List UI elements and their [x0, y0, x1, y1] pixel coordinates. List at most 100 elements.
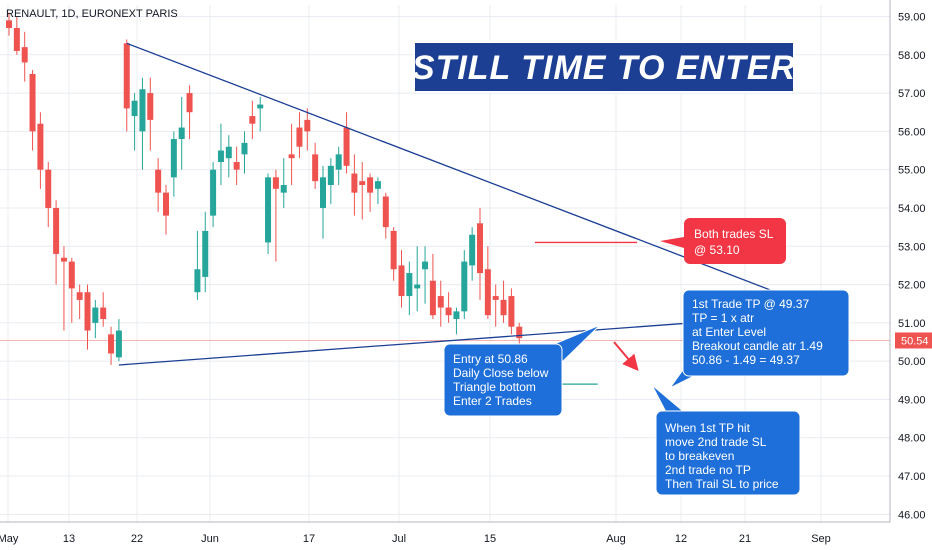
candle-body: [194, 269, 201, 293]
sl-callout: Both trades SL @ 53.10: [660, 218, 786, 264]
x-tick-label: 12: [675, 533, 687, 545]
candle-body: [29, 73, 36, 132]
candle-body: [288, 154, 295, 159]
entry-callout: Entry at 50.86 Daily Close below Triangl…: [443, 324, 601, 417]
x-tick-label: 17: [303, 533, 315, 545]
y-tick-label: 48.00: [898, 433, 926, 445]
sl-callout-pointer: [660, 237, 684, 248]
candle-body: [382, 196, 389, 228]
candle-body: [406, 273, 413, 297]
candle-body: [115, 330, 122, 358]
candle-body: [257, 104, 264, 109]
candle-body: [233, 162, 240, 170]
candle-body: [453, 311, 460, 320]
banner: STILL TIME TO ENTER: [412, 41, 796, 93]
breakeven-callout-line-4: 2nd trade no TP: [665, 463, 751, 477]
candle-body: [37, 123, 44, 170]
x-tick-label: Aug: [606, 533, 626, 545]
y-tick-label: 56.00: [898, 126, 926, 138]
tp-callout: 1st Trade TP @ 49.37 TP = 1 x atr at Ent…: [669, 289, 850, 389]
candle-body: [320, 177, 326, 208]
sl-callout-box: [684, 218, 786, 264]
sl-callout-line-1: Both trades SL: [694, 227, 774, 241]
down-arrow: [613, 341, 639, 372]
tp-callout-line-1: 1st Trade TP @ 49.37: [692, 297, 809, 311]
candle-body: [45, 169, 52, 208]
candle-body: [500, 299, 507, 316]
candle-body: [6, 20, 12, 28]
entry-callout-box: [443, 343, 563, 417]
candle-body: [469, 234, 476, 266]
candle-body: [170, 139, 177, 178]
y-tick-label: 59.00: [898, 11, 926, 23]
tp-callout-line-3: at Enter Level: [692, 325, 766, 339]
y-tick-label: 50.00: [898, 356, 926, 368]
y-tick-label: 52.00: [898, 280, 926, 292]
candle-body: [108, 334, 115, 354]
candle-body: [422, 261, 429, 270]
x-tick-label: 21: [739, 533, 751, 545]
triangle-bottom-line: [118, 316, 771, 366]
chart-title: RENAULT, 1D, EURONEXT PARIS: [6, 8, 178, 20]
candle-body: [92, 307, 99, 323]
banner-text: STILL TIME TO ENTER: [412, 49, 796, 87]
banner-bg: [413, 41, 795, 93]
candle-body: [225, 146, 232, 159]
candle-body: [280, 184, 287, 193]
x-tick-label: 15: [484, 533, 496, 545]
candles: [6, 12, 523, 365]
candle-body: [241, 142, 248, 155]
candle-body: [123, 43, 130, 109]
x-tick-label: 22: [131, 533, 143, 545]
x-tick-label: Sep: [811, 533, 831, 545]
candle-body: [477, 223, 483, 274]
candle-body: [492, 296, 499, 300]
candle-body: [429, 280, 436, 316]
last-price-bg: [895, 332, 932, 349]
y-tick-label: 57.00: [898, 88, 926, 100]
candle-body: [139, 89, 146, 132]
entry-callout-line-1: Entry at 50.86: [453, 352, 528, 366]
candle-body: [217, 150, 224, 163]
candle-body: [398, 265, 405, 297]
candle-body: [265, 177, 272, 243]
candle-body: [484, 269, 491, 316]
breakeven-callout-line-1: When 1st TP hit: [665, 421, 751, 435]
candle-body: [84, 292, 91, 331]
candle-body: [343, 127, 350, 166]
candle-body: [272, 177, 279, 189]
triangle-top-line: [126, 42, 787, 297]
candle-body: [304, 119, 311, 132]
candle-body: [186, 93, 193, 113]
candle-body: [312, 154, 319, 182]
tp-callout-box: [682, 289, 850, 377]
tp-callout-line-4: Breakout candle atr 1.49: [692, 339, 823, 353]
y-tick-label: 49.00: [898, 394, 926, 406]
breakeven-callout-box: [655, 410, 801, 496]
candle-body: [296, 127, 303, 147]
entry-callout-line-2: Daily Close below: [453, 366, 549, 380]
y-tick-label: 47.00: [898, 471, 926, 483]
y-tick-label: 54.00: [898, 203, 926, 215]
candle-body: [374, 181, 381, 189]
candle-body: [335, 154, 342, 170]
entry-callout-line-3: Triangle bottom: [453, 380, 536, 394]
last-price-label: 50.54: [895, 332, 932, 349]
candle-body: [68, 261, 75, 289]
y-tick-label: 51.00: [898, 318, 926, 330]
candle-body: [60, 257, 67, 262]
candle-body: [13, 27, 20, 51]
candle-body: [414, 284, 421, 289]
candle-body: [390, 230, 397, 270]
candle-body: [508, 296, 515, 327]
last-price-text: 50.54: [901, 335, 929, 347]
candle-body: [100, 307, 107, 320]
tp-callout-line-5: 50.86 - 1.49 = 49.37: [692, 353, 800, 367]
entry-callout-line-4: Enter 2 Trades: [453, 394, 532, 408]
x-tick-label: Jul: [392, 533, 406, 545]
breakeven-callout-pointer: [651, 384, 685, 413]
candle-body: [445, 307, 452, 316]
candle-body: [178, 127, 185, 140]
y-tick-label: 53.00: [898, 241, 926, 253]
tp-callout-line-2: TP = 1 x atr: [692, 311, 754, 325]
